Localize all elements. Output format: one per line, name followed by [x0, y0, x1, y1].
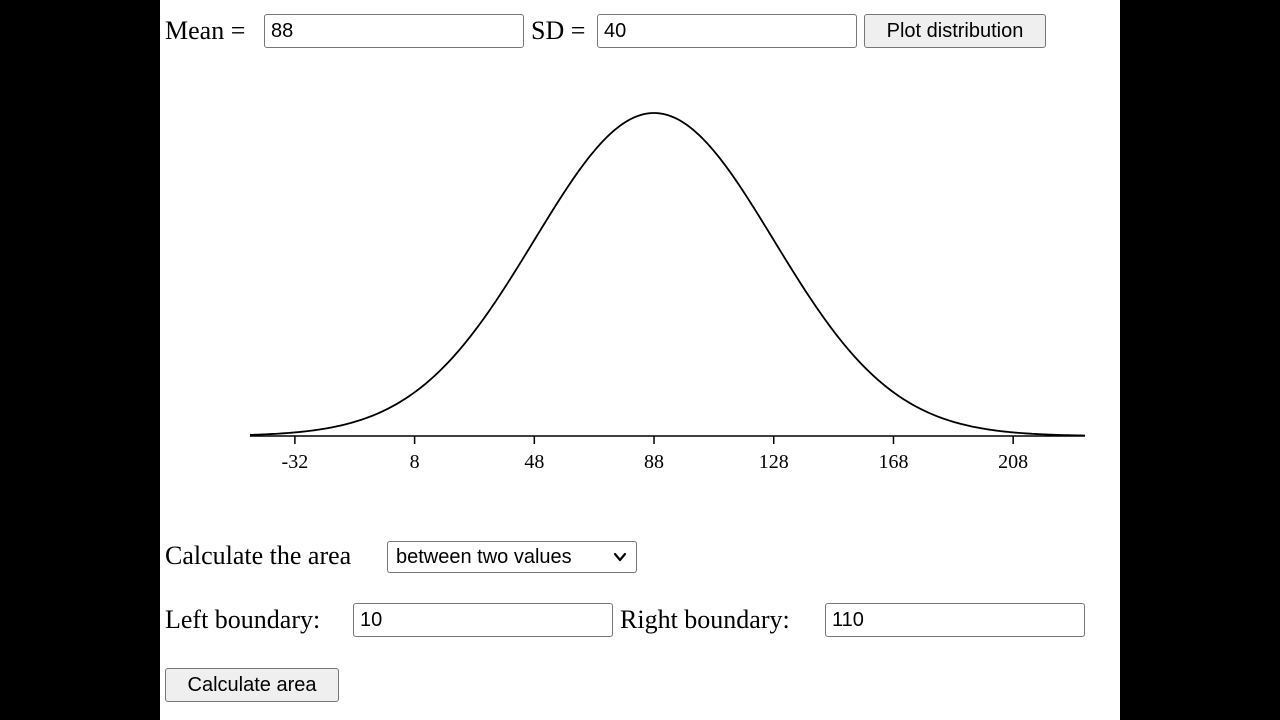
plot-distribution-button[interactable]: Plot distribution: [864, 14, 1046, 48]
x-tick-label: 8: [410, 451, 420, 473]
calculate-area-label: Calculate the area: [165, 541, 352, 570]
x-tick-label: 168: [878, 451, 908, 473]
x-tick-label: 88: [644, 451, 664, 473]
x-tick-label: 128: [759, 451, 789, 473]
right-boundary-label: Right boundary:: [620, 605, 790, 634]
left-boundary-label: Left boundary:: [165, 605, 321, 634]
sd-label: SD =: [531, 16, 586, 45]
mean-input[interactable]: [264, 14, 524, 48]
density-curve: [249, 112, 1086, 437]
x-tick-label: 48: [524, 451, 544, 473]
normal-distribution-chart: -32 8 48 88 128 168 208: [249, 112, 1086, 473]
calculate-area-button[interactable]: Calculate area: [165, 668, 339, 702]
left-boundary-input[interactable]: [353, 603, 613, 637]
page: Mean = SD = Plot distribution -32 8 48 88 12…: [160, 0, 1120, 720]
x-tick-label: 208: [998, 451, 1028, 473]
mean-label: Mean =: [165, 16, 246, 45]
chevron-down-icon: [613, 552, 627, 562]
x-tick-label: -32: [282, 451, 309, 473]
area-mode-select[interactable]: between two values: [387, 541, 637, 573]
x-axis-ticks: -32 8 48 88 128 168 208: [282, 436, 1028, 473]
sd-input[interactable]: [597, 14, 857, 48]
right-boundary-input[interactable]: [825, 603, 1085, 637]
area-mode-selected: between two values: [396, 545, 572, 568]
